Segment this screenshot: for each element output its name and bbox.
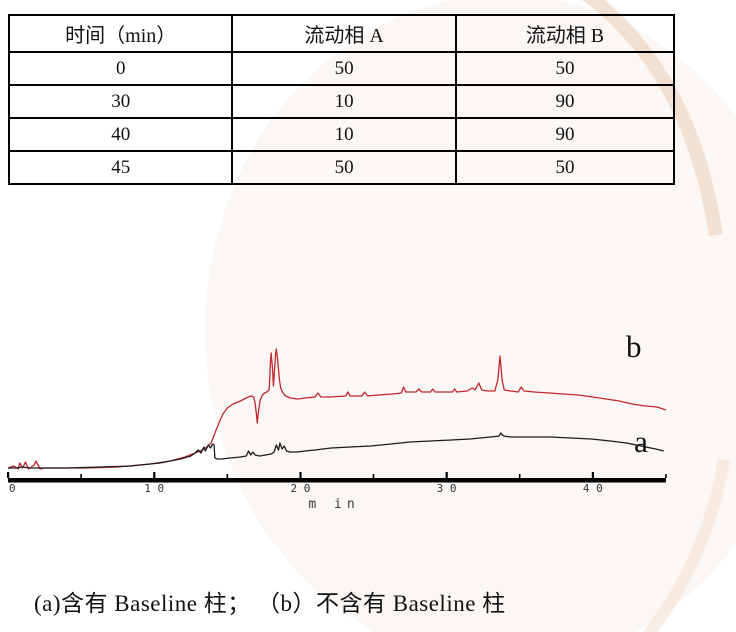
table-row: 0 50 50: [7, 51, 676, 86]
mobile-phase-gradient-table: 时间（min） 流动相 A 流动相 B 0 50 50 30 10 90 40 …: [7, 14, 676, 185]
table-cell: 90: [454, 117, 676, 152]
mobile-phase-table-wrapper: 时间（min） 流动相 A 流动相 B 0 50 50 30 10 90 40 …: [7, 14, 676, 185]
table-cell: 30: [7, 84, 234, 119]
table-header-row: 时间（min） 流动相 A 流动相 B: [7, 14, 676, 53]
x-axis-major-tick: [445, 472, 448, 478]
table-row: 30 10 90: [7, 84, 676, 119]
table-cell: 50: [231, 51, 457, 86]
col-header-mobile-phase-a: 流动相 A: [231, 14, 457, 53]
trace-a: [8, 432, 664, 469]
x-axis-title: m in: [308, 497, 359, 512]
x-axis-minor-tick: [372, 474, 375, 478]
x-axis-minor-tick: [226, 474, 229, 478]
table-cell: 45: [7, 150, 234, 185]
trace-label-b: b: [626, 329, 642, 364]
x-axis-tick-label: 4 0: [583, 482, 603, 495]
table-cell: 90: [454, 84, 676, 119]
x-axis-major-tick: [7, 472, 10, 478]
x-axis-line: [8, 478, 666, 483]
x-axis-tick-label: 3 0: [437, 482, 457, 495]
x-axis-major-tick: [299, 472, 302, 478]
x-axis-minor-tick: [518, 474, 521, 478]
figure-caption: (a)含有 Baseline 柱； （b）不含有 Baseline 柱: [34, 591, 506, 616]
table-cell: 50: [231, 150, 457, 185]
table-row: 40 10 90: [7, 117, 676, 152]
trace-label-a: a: [634, 424, 648, 459]
table-cell: 10: [231, 84, 457, 119]
col-header-mobile-phase-b: 流动相 B: [454, 14, 676, 53]
x-axis-tick-label: 2 0: [290, 482, 310, 495]
col-header-time: 时间（min）: [7, 14, 234, 53]
table-cell: 10: [231, 117, 457, 152]
table-cell: 50: [454, 51, 676, 86]
x-axis-major-tick: [153, 472, 156, 478]
table-row: 45 50 50: [7, 150, 676, 185]
table-cell: 50: [454, 150, 676, 185]
table-cell: 0: [7, 51, 234, 86]
x-axis-major-tick: [591, 472, 594, 478]
x-axis-tick-label: 0: [9, 482, 16, 495]
table-cell: 40: [7, 117, 234, 152]
x-axis-minor-tick: [665, 474, 667, 478]
chromatogram-figure: 0 1 0 2 0 3 0 4 0 m in b a: [0, 290, 736, 520]
trace-b: [7, 348, 667, 470]
chromatogram-svg: 0 1 0 2 0 3 0 4 0 m in b a: [7, 329, 667, 512]
x-axis-tick-label: 1 0: [144, 482, 164, 495]
x-axis-minor-tick: [80, 474, 82, 478]
